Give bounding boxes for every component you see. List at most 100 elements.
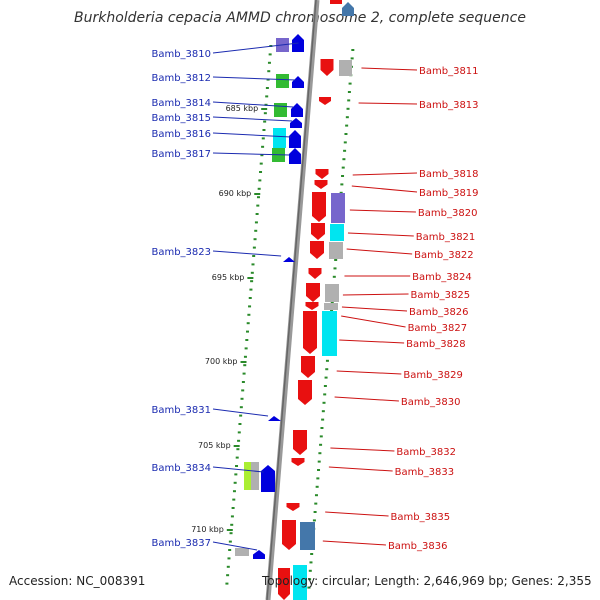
tick-right <box>351 49 355 51</box>
tick-left <box>226 565 230 568</box>
gene-label-bamb_3835[interactable]: Bamb_3835 <box>391 512 451 523</box>
tick-left <box>250 280 254 283</box>
gene-label-bamb_3819[interactable]: Bamb_3819 <box>419 188 479 199</box>
tick-left <box>265 87 269 89</box>
gene-label-bamb_3836[interactable]: Bamb_3836 <box>388 541 448 552</box>
tick-right <box>323 385 327 387</box>
tick-right <box>350 57 354 60</box>
leader-line <box>212 76 296 81</box>
gene-label-bamb_3814[interactable]: Bamb_3814 <box>151 98 211 109</box>
gene-arrow-forward <box>283 257 295 262</box>
tick-left <box>261 137 265 140</box>
gene-label-bamb_3830[interactable]: Bamb_3830 <box>401 397 461 408</box>
gene-label-bamb_3834[interactable]: Bamb_3834 <box>151 463 211 474</box>
tick-left <box>231 507 235 509</box>
gene-label-bamb_3812[interactable]: Bamb_3812 <box>151 73 211 84</box>
gene-label-bamb_3833[interactable]: Bamb_3833 <box>395 467 455 478</box>
tick-right <box>345 116 349 119</box>
gene-arrow-reverse <box>291 458 305 466</box>
tick-left <box>260 154 264 157</box>
gene-label-bamb_3827[interactable]: Bamb_3827 <box>408 323 468 334</box>
gene-label-bamb_3832[interactable]: Bamb_3832 <box>396 447 456 458</box>
gene-arrow-reverse <box>311 223 325 240</box>
tick-right <box>320 427 324 429</box>
tick-left <box>243 364 247 367</box>
tick-left <box>254 229 258 232</box>
gene-label-bamb_3828[interactable]: Bamb_3828 <box>406 339 466 350</box>
gene-feature-cyan <box>293 565 307 600</box>
tick-right <box>334 259 338 261</box>
leader-line <box>358 102 418 105</box>
leader-line <box>212 466 264 473</box>
topology-label: Topology: circular; Length: 2,646,969 bp… <box>262 574 592 588</box>
gene-label-bamb_3837[interactable]: Bamb_3837 <box>151 538 211 549</box>
gene-label-bamb_3826[interactable]: Bamb_3826 <box>409 307 469 318</box>
tick-right <box>344 133 348 135</box>
leader-line <box>212 408 269 417</box>
tick-right <box>340 183 344 186</box>
tick-right <box>322 401 326 404</box>
tick-left <box>248 305 252 308</box>
leader-line <box>346 248 413 255</box>
tick-right <box>345 124 349 127</box>
tick-left <box>232 490 236 493</box>
kbp-tick <box>240 361 247 363</box>
tick-right <box>308 569 312 572</box>
leader-line <box>212 250 282 257</box>
tick-right <box>324 376 328 379</box>
kbp-tick <box>261 108 268 110</box>
tick-left <box>247 313 251 316</box>
tick-left <box>227 557 231 560</box>
tick-left <box>267 70 271 73</box>
leader-line <box>212 42 299 54</box>
gene-label-bamb_3822[interactable]: Bamb_3822 <box>414 250 474 261</box>
gene-feature-gray <box>325 284 339 302</box>
leader-line <box>212 132 291 138</box>
gene-arrow-reverse <box>305 302 319 310</box>
gene-label-bamb_3813[interactable]: Bamb_3813 <box>419 100 479 111</box>
tick-right <box>343 141 347 144</box>
tick-left <box>246 322 250 325</box>
gene-label-bamb_3825[interactable]: Bamb_3825 <box>411 290 471 301</box>
tick-left <box>246 330 250 333</box>
gene-label-bamb_3811[interactable]: Bamb_3811 <box>419 66 479 77</box>
gene-label-bamb_3815[interactable]: Bamb_3815 <box>151 113 211 124</box>
gene-feature-lime <box>244 462 252 490</box>
gene-features <box>235 0 354 600</box>
tick-left <box>252 255 256 257</box>
tick-right <box>347 91 351 93</box>
tick-left <box>234 473 238 476</box>
leader-line <box>328 466 393 472</box>
tick-left <box>262 129 266 131</box>
gene-arrow-reverse <box>308 268 322 279</box>
gene-label-bamb_3816[interactable]: Bamb_3816 <box>151 129 211 140</box>
diagram-title: Burkholderia cepacia AMMD chromosome 2, … <box>74 10 526 26</box>
accession-label: Accession: NC_008391 <box>9 574 146 588</box>
gene-feature-green <box>276 74 289 88</box>
gene-label-bamb_3818[interactable]: Bamb_3818 <box>419 169 479 180</box>
gene-feature-gray <box>339 60 352 76</box>
gene-label-bamb_3820[interactable]: Bamb_3820 <box>418 208 478 219</box>
tick-left <box>257 187 261 190</box>
tick-left <box>263 112 267 115</box>
gene-arrow-reverse <box>320 59 334 76</box>
kbp-label: 690 kbp <box>219 189 252 198</box>
gene-label-bamb_3824[interactable]: Bamb_3824 <box>412 272 472 283</box>
gene-label-bamb_3831[interactable]: Bamb_3831 <box>151 405 211 416</box>
gene-arrow-forward <box>289 148 301 164</box>
gene-label-bamb_3817[interactable]: Bamb_3817 <box>151 149 211 160</box>
gene-feature-green <box>274 103 287 117</box>
tick-left <box>245 339 249 341</box>
tick-left <box>266 78 270 81</box>
gene-feature-cyan <box>273 128 286 148</box>
gene-label-bamb_3821[interactable]: Bamb_3821 <box>416 232 476 243</box>
leader-line <box>342 293 409 296</box>
tick-right <box>318 452 322 455</box>
gene-label-bamb_3823[interactable]: Bamb_3823 <box>151 247 211 258</box>
gene-label-bamb_3810[interactable]: Bamb_3810 <box>151 49 211 60</box>
gene-arrow-reverse <box>278 568 290 600</box>
leader-line <box>352 172 418 176</box>
gene-arrow-reverse <box>298 380 312 405</box>
kbp-label: 685 kbp <box>226 104 259 113</box>
gene-label-bamb_3829[interactable]: Bamb_3829 <box>403 370 463 381</box>
